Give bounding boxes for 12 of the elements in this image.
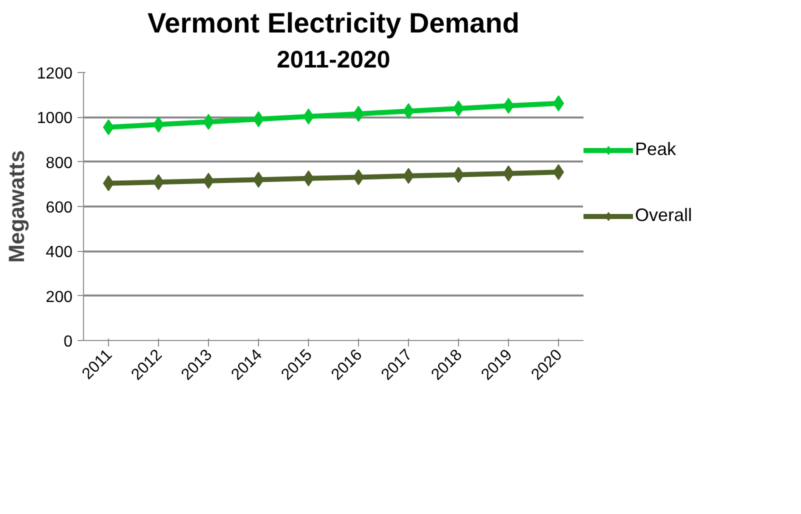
legend-label: Overall xyxy=(635,205,692,226)
y-tick-label: 600 xyxy=(46,200,73,216)
y-tick-label: 400 xyxy=(46,244,73,262)
y-axis-title: Megawatts xyxy=(4,150,29,263)
chart-title: Vermont Electricity Demand xyxy=(148,8,520,38)
y-tick-label: 200 xyxy=(46,288,73,306)
y-tick-label: 0 xyxy=(64,334,73,350)
y-tick-label: 800 xyxy=(46,154,73,172)
y-tick-label: 1200 xyxy=(36,66,73,82)
y-tick-label: 1000 xyxy=(36,110,73,128)
legend-label: Peak xyxy=(635,139,676,160)
chart-subtitle: 2011-2020 xyxy=(276,46,390,74)
